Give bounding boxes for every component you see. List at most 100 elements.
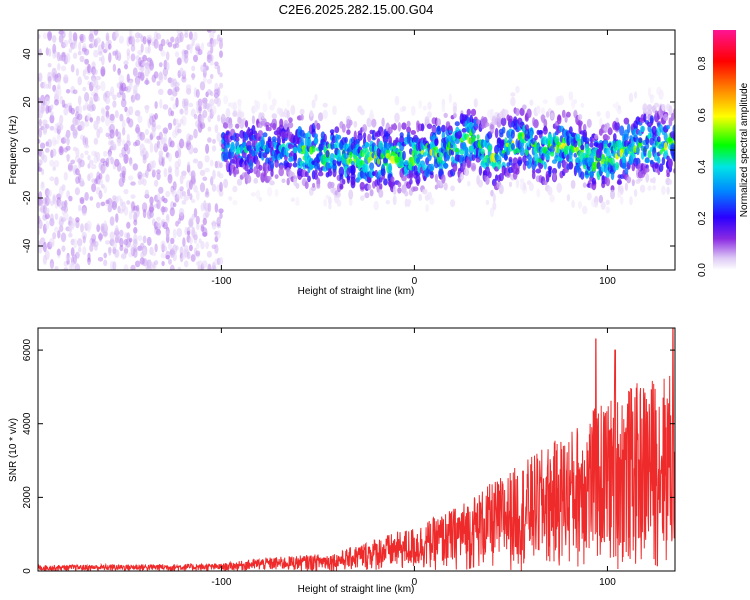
spectrogram-cell (210, 45, 214, 54)
spectrogram-cell (216, 230, 221, 239)
spectrogram-cell (38, 159, 43, 166)
spectrogram-cell (264, 122, 271, 127)
spectrogram-cell (212, 169, 216, 180)
spectrogram-cell (181, 115, 187, 126)
spectrogram-cell (672, 124, 675, 134)
spectrogram-cell (59, 114, 64, 125)
spectrogram-cell (97, 257, 104, 262)
spectrogram-cell (209, 73, 214, 80)
spectrogram-cell (272, 123, 277, 131)
spectrogram-cell (276, 135, 281, 146)
spectrogram-cell (167, 122, 173, 128)
spectrogram-cell (158, 88, 164, 96)
spectrogram-cell (49, 176, 55, 182)
y-tick-label: 0 (22, 147, 33, 153)
spectrogram-cell (325, 150, 330, 158)
spectrogram-cell (547, 186, 553, 196)
spectrogram-x-ticks: -100 0 100 (211, 30, 616, 287)
spectrogram-cell (206, 78, 212, 85)
spectrogram-cell (214, 244, 219, 254)
spectrogram-cell (323, 133, 327, 143)
spectrogram-cell (134, 127, 141, 133)
spectrogram-cell (500, 117, 507, 127)
spectrogram-cell (359, 108, 365, 116)
y-tick-label: -40 (22, 238, 33, 253)
spectrogram-cell (619, 196, 624, 205)
spectrogram-cell (346, 129, 351, 135)
spectrogram-cell (108, 52, 112, 63)
spectrogram-cell (636, 146, 640, 154)
spectrogram-cell (487, 171, 492, 179)
snr-series-line (38, 328, 675, 571)
spectrogram-cell (477, 179, 483, 188)
spectrogram-cell (610, 189, 615, 200)
spectrogram-cell (54, 99, 59, 106)
spectrogram-cell (214, 124, 219, 134)
spectrogram-cell (582, 129, 587, 138)
spectrogram-cell (510, 143, 515, 151)
spectrogram-cell (337, 134, 342, 140)
spectrogram-cell (286, 99, 290, 108)
spectrogram-cell (405, 199, 412, 205)
spectrogram-cell (217, 114, 221, 122)
spectrogram-cell (103, 220, 108, 231)
spectrogram-cell (139, 66, 145, 72)
spectrogram-cell (75, 147, 80, 158)
spectrogram-cell (158, 143, 163, 151)
spectrogram-cell (324, 157, 331, 163)
spectrogram-cell (619, 125, 625, 136)
spectrogram-cell (670, 144, 675, 150)
spectrogram-cell (142, 248, 148, 257)
spectrogram-cell (219, 37, 223, 43)
spectrogram-cell (119, 237, 124, 248)
spectrogram-cell (172, 252, 177, 262)
spectrogram-cell (65, 154, 71, 159)
spectrogram-cell (610, 157, 615, 166)
spectrogram-cell (643, 145, 647, 157)
spectrogram-cell (77, 113, 83, 121)
spectrogram-cell (397, 187, 402, 194)
spectrogram-cell (126, 48, 131, 56)
spectrogram-cell (288, 162, 293, 168)
spectrogram-cell (322, 102, 328, 108)
spectrogram-cell (179, 138, 185, 149)
spectrogram-cell (409, 178, 413, 185)
spectrogram-cell (350, 164, 356, 175)
spectrogram-cell (44, 96, 50, 106)
spectrogram-cell (103, 259, 108, 267)
spectrogram-cell (558, 95, 565, 106)
spectrogram-cell (613, 133, 617, 141)
spectrogram-cell (193, 128, 198, 139)
spectrogram-cell (209, 31, 215, 40)
spectrogram-cell (211, 145, 217, 152)
spectrogram-cell (126, 221, 131, 229)
spectrogram-cell (123, 206, 129, 216)
spectrogram-cell (186, 230, 191, 236)
spectrogram-cell (128, 118, 134, 128)
spectrogram-cell (543, 161, 547, 170)
spectrogram-cell (98, 191, 103, 199)
spectrogram-cell (271, 113, 277, 120)
spectrogram-cell (306, 138, 312, 147)
spectrogram-cell (401, 122, 407, 130)
spectrogram-cell (161, 156, 165, 162)
spectrogram-cell (528, 182, 534, 192)
spectrogram-cell (188, 102, 194, 108)
x-tick-label: -100 (211, 276, 231, 287)
colorbar-ticks: 0.0 0.2 0.4 0.6 0.8 (697, 56, 708, 277)
spectrogram-cell (52, 232, 57, 240)
spectrogram-cell (45, 123, 50, 129)
spectrogram-cell (494, 127, 499, 139)
spectrogram-cell (600, 201, 606, 210)
spectrogram-cell (605, 206, 611, 214)
spectrogram-cell (38, 198, 44, 206)
spectrogram-cell (56, 248, 61, 256)
spectrogram-cell (38, 191, 43, 201)
spectrogram-cell (49, 125, 55, 131)
spectrogram-cell (166, 233, 170, 244)
spectrogram-cell (271, 136, 277, 143)
spectrogram-cell (350, 172, 356, 180)
spectrogram-cell (258, 164, 263, 171)
spectrogram-cell (307, 175, 311, 183)
spectrogram-cell (41, 168, 45, 175)
